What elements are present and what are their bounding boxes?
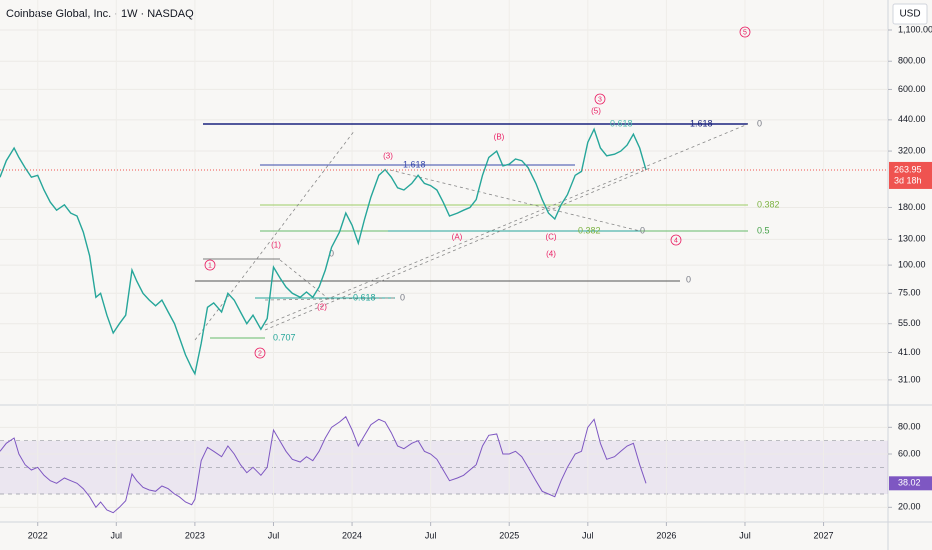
wave-circle [670, 234, 682, 246]
fib-label: 0.618 [353, 292, 376, 302]
wave-label: (C) [545, 233, 556, 242]
y-tick-label: 100.00 [898, 259, 926, 269]
fib-label: 0.382 [578, 225, 601, 235]
x-tick-label: 2027 [814, 530, 834, 540]
y-tick-label: 180.00 [898, 202, 926, 212]
wave-label: (A) [452, 233, 463, 242]
fib-label: 0 [640, 225, 645, 235]
fib-label: 0 [329, 248, 334, 258]
currency[interactable]: USD [899, 9, 920, 20]
y-tick-label: 600.00 [898, 84, 926, 94]
wave-label: 2 [258, 350, 262, 357]
fib-label: 0 [400, 292, 405, 302]
currency-button[interactable] [892, 3, 928, 25]
trend-line [389, 169, 641, 232]
trend-line [194, 129, 356, 341]
wave-label: (5) [591, 107, 601, 116]
countdown: 3d 18h [894, 175, 922, 185]
last-rsi: 38.02 [898, 478, 921, 488]
price-line [0, 127, 647, 376]
y-tick-label: 75.00 [898, 288, 921, 298]
wave-circle [254, 347, 266, 359]
x-tick-label: 2025 [499, 530, 519, 540]
wave-circle [204, 259, 216, 271]
y-tick-label: 55.00 [898, 318, 921, 328]
wave-label: 1 [208, 262, 212, 269]
x-tick-label: Jul [425, 530, 437, 540]
last-rsi-tag [889, 476, 932, 491]
y-tick-label: 20.00 [898, 502, 921, 512]
fib-label: 1.618 [403, 159, 426, 169]
fib-label: 0 [686, 274, 691, 284]
last-price: 263.95 [894, 164, 922, 174]
y-tick-label: 1,100.00 [898, 24, 932, 34]
chart-title: Coinbase Global, Inc. · 1W · NASDAQ [6, 8, 194, 20]
x-tick-label: Jul [111, 530, 123, 540]
last-price-tag [889, 161, 932, 189]
x-tick-label: 2024 [342, 530, 362, 540]
wave-circle [594, 93, 606, 105]
fib-label: 1.618 [690, 118, 713, 128]
x-tick-label: Jul [268, 530, 280, 540]
wave-label: (4) [546, 250, 556, 259]
wave-label: 4 [674, 237, 678, 244]
trend-line [264, 167, 651, 331]
fib-label: 0.707 [273, 332, 296, 342]
y-tick-label: 80.00 [898, 422, 921, 432]
wave-label: (1) [271, 241, 281, 250]
y-tick-label: 130.00 [898, 234, 926, 244]
wave-label: 3 [598, 96, 602, 103]
fib-label: 0.382 [757, 199, 780, 209]
wave-label: (B) [494, 133, 505, 142]
x-tick-label: Jul [739, 530, 751, 540]
x-tick-label: Jul [582, 530, 594, 540]
wave-label: (3) [383, 152, 393, 161]
fib-label: 0.618 [610, 118, 633, 128]
trend-line [264, 297, 396, 301]
x-tick-label: 2026 [656, 530, 676, 540]
y-tick-label: 60.00 [898, 448, 921, 458]
wave-label: (2) [317, 303, 327, 312]
wave-circle [739, 26, 751, 38]
y-tick-label: 31.00 [898, 374, 921, 384]
fib-label: 0 [757, 118, 762, 128]
wave-label: 5 [743, 29, 747, 36]
trend-line [279, 259, 331, 301]
x-tick-label: 2023 [185, 530, 205, 540]
y-tick-label: 320.00 [898, 145, 926, 155]
y-tick-label: 440.00 [898, 114, 926, 124]
rsi-line [0, 415, 647, 514]
y-tick-label: 41.00 [898, 347, 921, 357]
x-tick-label: 2022 [28, 530, 48, 540]
fib-label: 0.5 [757, 225, 770, 235]
y-tick-label: 800.00 [898, 56, 926, 66]
